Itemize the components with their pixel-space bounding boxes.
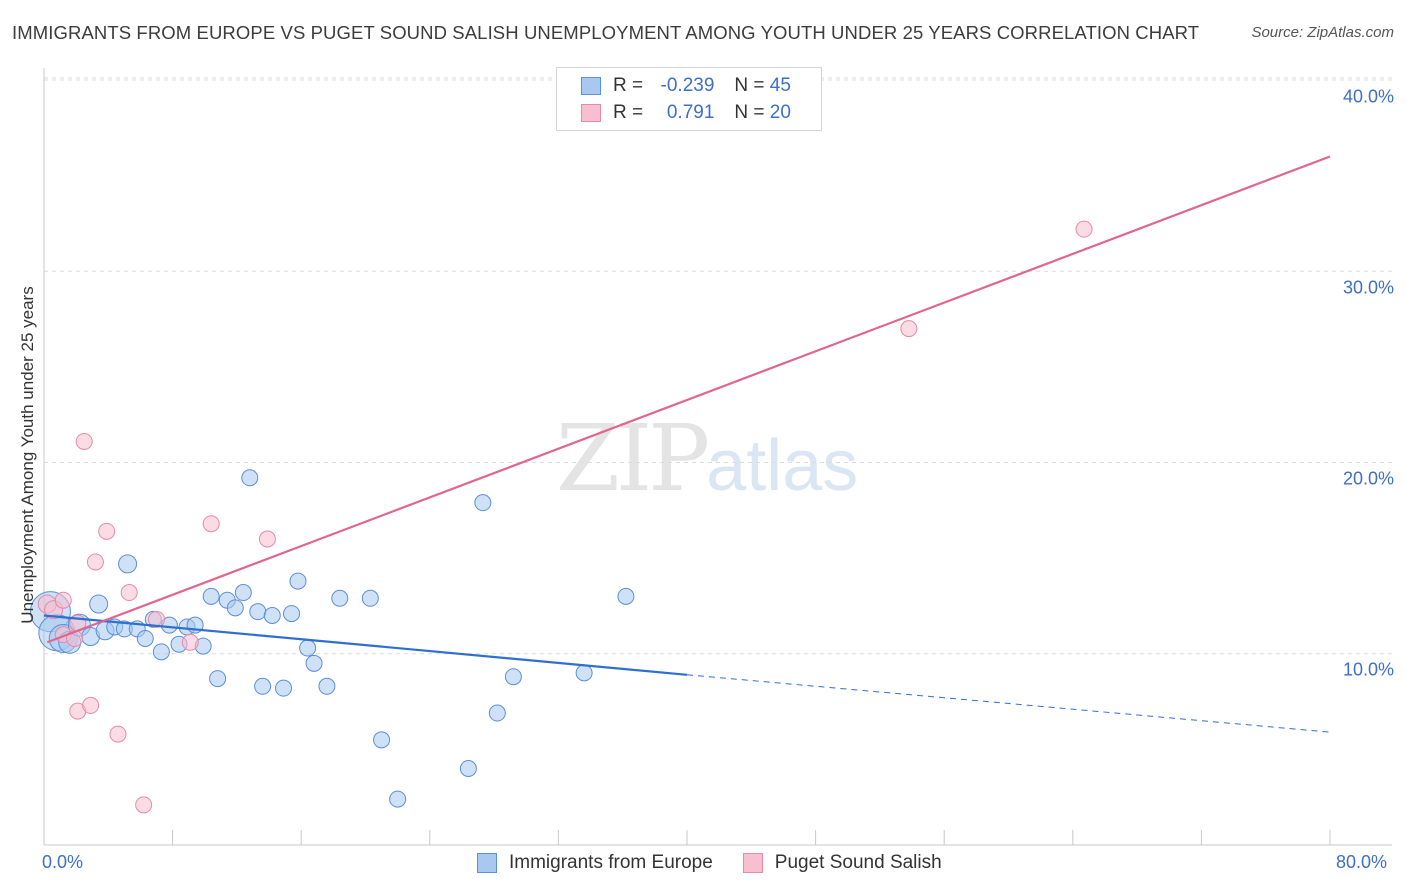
point-europe <box>275 679 293 697</box>
legend-n-label: N = <box>734 102 765 123</box>
point-salish <box>98 522 116 540</box>
point-europe <box>263 607 281 624</box>
point-europe <box>226 599 244 617</box>
source-label: Source: ZipAtlas.com <box>1251 24 1394 41</box>
point-europe <box>241 469 259 487</box>
point-europe <box>331 589 349 607</box>
watermark-zip: ZIP <box>556 405 710 512</box>
point-europe <box>488 704 506 722</box>
point-europe <box>136 629 154 647</box>
watermark: ZIPatlas <box>556 405 858 512</box>
point-europe <box>152 643 170 661</box>
legend-label-salish: Puget Sound Salish <box>774 852 942 873</box>
point-europe <box>209 670 227 688</box>
point-europe <box>575 664 593 682</box>
legend-swatch-pink <box>581 104 601 122</box>
point-europe <box>299 639 317 657</box>
point-salish <box>75 432 93 450</box>
x-tick-label-max: 80.0% <box>1336 852 1388 872</box>
point-europe <box>389 790 407 808</box>
point-europe <box>249 603 267 621</box>
point-salish <box>900 320 918 338</box>
legend-row-europe: R = -0.239 N = 45 <box>581 73 791 99</box>
series-legend: Immigrants from Europe Puget Sound Salis… <box>477 852 942 874</box>
legend-n-value: 20 <box>769 102 791 123</box>
point-salish <box>181 633 199 651</box>
legend-label-europe: Immigrants from Europe <box>509 852 713 873</box>
point-europe <box>617 587 635 605</box>
legend-r-value: -0.239 <box>660 75 715 96</box>
legend-n-label: N = <box>734 75 765 96</box>
point-salish <box>135 796 153 814</box>
point-europe <box>361 589 379 607</box>
point-salish <box>109 725 127 743</box>
point-europe <box>254 677 272 695</box>
point-salish <box>86 553 104 571</box>
legend-r-label: R = <box>613 102 644 123</box>
trendline-europe <box>43 614 688 676</box>
legend-n-value: 45 <box>769 75 791 96</box>
point-europe <box>289 572 307 590</box>
x-tick-label-min: 0.0% <box>42 852 84 872</box>
watermark-atlas: atlas <box>706 426 859 506</box>
y-tick-label: 30.0% <box>1342 277 1394 298</box>
point-europe <box>234 584 252 602</box>
legend-r-value: 0.791 <box>666 102 715 123</box>
point-salish <box>120 584 138 602</box>
point-salish <box>202 515 220 533</box>
legend-r-label: R = <box>613 75 644 96</box>
y-tick-label: 10.0% <box>1342 659 1394 680</box>
point-europe <box>504 668 522 686</box>
trendline-salish <box>46 155 1331 644</box>
chart-title: IMMIGRANTS FROM EUROPE VS PUGET SOUND SA… <box>12 22 1200 43</box>
point-salish <box>148 610 166 628</box>
point-europe <box>305 654 323 672</box>
point-europe <box>373 731 391 749</box>
point-europe <box>459 760 477 777</box>
point-salish <box>1075 220 1093 238</box>
legend-swatch-blue <box>581 77 601 95</box>
point-europe <box>474 494 492 512</box>
point-salish <box>54 591 72 609</box>
legend-row-salish: R = 0.791 N = 20 <box>581 100 791 126</box>
point-salish <box>82 696 100 714</box>
point-europe <box>118 554 138 574</box>
point-europe <box>318 677 336 695</box>
point-europe <box>202 587 220 605</box>
legend-swatch-salish <box>742 853 763 873</box>
point-europe <box>283 605 301 623</box>
point-salish <box>258 530 276 548</box>
correlation-legend: R = -0.239 N = 45 R = 0.791 N = 20 <box>556 67 822 131</box>
y-axis-label: Unemployment Among Youth under 25 years <box>18 286 37 624</box>
y-tick-label: 40.0% <box>1342 86 1394 107</box>
point-europe <box>89 594 109 614</box>
trendline-europe-extension <box>686 674 1331 733</box>
legend-swatch-europe <box>477 853 497 873</box>
y-tick-label: 20.0% <box>1342 468 1394 489</box>
